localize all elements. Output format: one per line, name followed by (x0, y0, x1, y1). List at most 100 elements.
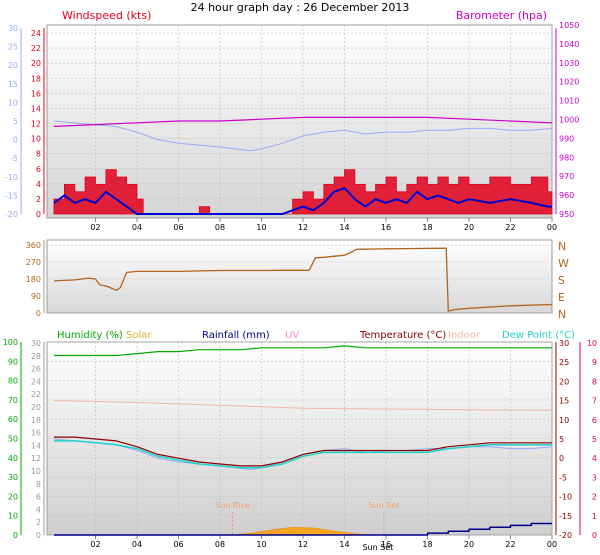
y-tick-label: 1000 (559, 116, 579, 125)
x-tick-label: 16 (381, 540, 391, 549)
y-tick-label: 5 (559, 435, 564, 444)
y-tick-label: 1030 (559, 59, 579, 68)
x-tick-label: 18 (422, 540, 432, 549)
y-tick-label: 9 (592, 358, 597, 367)
barometer-line (53, 116, 553, 127)
sunrise-label: Sun Rise (215, 501, 250, 510)
y-tick-label: 10 (31, 135, 41, 144)
y-tick-label: 2 (36, 195, 41, 204)
x-tick-label: 22 (505, 540, 515, 549)
wind-gust-area (53, 169, 553, 215)
y-tick-label: 8 (36, 150, 41, 159)
y-tick-label: 3 (592, 473, 597, 482)
x-tick-label: 20 (464, 540, 474, 549)
page-title: 24 hour graph day : 26 December 2013 (191, 1, 410, 14)
y-tick-label: 90 (8, 357, 18, 366)
x-tick-label: 18 (422, 223, 432, 232)
y-tick-label: 20 (31, 403, 41, 412)
degree-tick-label: 270 (26, 258, 41, 267)
y-tick-label: -10 (559, 493, 572, 502)
y-tick-label: 4 (36, 505, 41, 514)
y-tick-label: 1040 (559, 40, 579, 49)
temperature-line-upper (53, 120, 553, 152)
degree-tick-label: 180 (26, 275, 41, 284)
y-tick-label: 100 (3, 338, 18, 347)
y-tick-label: 0 (592, 531, 597, 540)
y-tick-label: 30 (559, 339, 569, 348)
y-tick-label: 24 (31, 377, 41, 386)
x-tick-label: 12 (298, 223, 308, 232)
y-tick-label: 2 (36, 518, 41, 527)
y-tick-label: 10 (8, 98, 18, 107)
y-tick-label: 8 (36, 480, 41, 489)
y-tick-label: 14 (31, 441, 41, 450)
y-tick-label: 1010 (559, 97, 579, 106)
x-tick-label: 02 (90, 223, 100, 232)
x-tick-label: 06 (173, 540, 183, 549)
y-tick-label: 990 (559, 134, 574, 143)
direction-panel-grid (47, 244, 552, 314)
y-tick-label: 22 (31, 390, 41, 399)
rainfall-line (54, 522, 552, 536)
humidity-line (54, 345, 552, 357)
y-tick-label: 4 (36, 180, 41, 189)
x-tick-label: 16 (381, 223, 391, 232)
y-tick-label: -10 (5, 173, 18, 182)
x-tick-label: 08 (215, 223, 225, 232)
x-tick-label: 04 (132, 223, 142, 232)
y-tick-label: 18 (31, 416, 41, 425)
compass-label: E (558, 291, 565, 304)
y-tick-label: 0 (559, 454, 564, 463)
legend-temperature: Temperature (°C) (359, 330, 446, 341)
y-tick-label: 6 (592, 416, 597, 425)
y-tick-label: 20 (31, 59, 41, 68)
wind-direction-line (53, 247, 553, 312)
x-tick-label: 14 (339, 540, 349, 549)
y-tick-label: 25 (8, 43, 18, 52)
y-tick-label: 70 (8, 396, 18, 405)
y-tick-label: -15 (559, 512, 572, 521)
y-tick-label: 960 (559, 191, 574, 200)
y-tick-label: 30 (8, 473, 18, 482)
y-tick-label: 60 (8, 415, 18, 424)
y-tick-label: -20 (5, 210, 18, 219)
y-tick-label: 16 (31, 89, 41, 98)
compass-label: N (558, 240, 566, 253)
y-tick-label: 1050 (559, 21, 579, 30)
x-tick-label: 22 (505, 223, 515, 232)
x-tick-label: 12 (298, 540, 308, 549)
y-tick-label: -15 (5, 191, 18, 200)
degree-tick-label: 90 (31, 292, 41, 301)
y-tick-label: 12 (31, 454, 41, 463)
y-tick-label: 0 (36, 210, 41, 219)
y-tick-label: 28 (31, 352, 41, 361)
sunset-x-label: Sun Set (362, 543, 393, 552)
y-tick-label: 0 (13, 531, 18, 540)
y-tick-label: 40 (8, 454, 18, 463)
x-tick-label: 06 (173, 223, 183, 232)
direction-panel-series (53, 247, 553, 312)
y-tick-label: 10 (559, 416, 569, 425)
y-tick-label: 14 (31, 104, 41, 113)
y-tick-label: 10 (8, 512, 18, 521)
y-tick-label: 1 (592, 512, 597, 521)
compass-label: S (558, 274, 565, 287)
y-tick-label: -5 (10, 154, 18, 163)
y-tick-label: 4 (592, 454, 597, 463)
y-tick-label: 20 (8, 61, 18, 70)
y-tick-label: 2 (592, 493, 597, 502)
weather-panel-axes: 02 04 06 08 10 12 14 16 18 20 22 001009080706050403… (3, 338, 597, 552)
compass-label: N (558, 308, 566, 321)
y-tick-label: 18 (31, 74, 41, 83)
windspeed-axis-label: Windspeed (kts) (62, 9, 151, 22)
x-tick-label: 04 (132, 540, 142, 549)
y-tick-label: 15 (559, 397, 569, 406)
y-tick-label: 0 (36, 531, 41, 540)
y-tick-label: 950 (559, 210, 574, 219)
degree-tick-label: 0 (36, 309, 41, 318)
legend-uv: UV (285, 330, 299, 341)
y-tick-label: 30 (8, 24, 18, 33)
y-tick-label: 6 (36, 165, 41, 174)
dewpoint-line (54, 440, 552, 469)
